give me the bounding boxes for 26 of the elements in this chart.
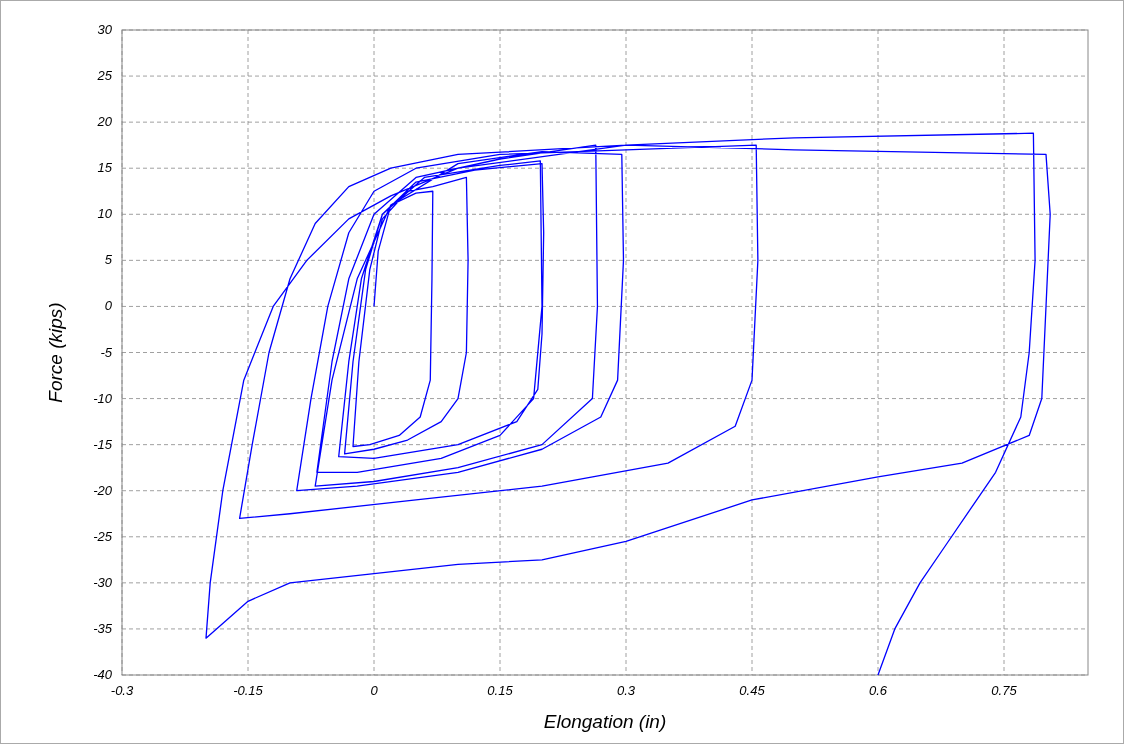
y-tick-label: 15 xyxy=(97,160,113,176)
y-axis-title: Force (kips) xyxy=(45,302,66,403)
x-tick-label: 0 xyxy=(370,683,379,698)
x-tick-label: 0.15 xyxy=(487,683,514,698)
y-tick-label: -20 xyxy=(93,482,113,498)
y-tick-label: -30 xyxy=(93,574,113,590)
x-axis-title: Elongation (in) xyxy=(543,711,667,732)
y-tick-label: 0 xyxy=(104,298,113,314)
y-tick-label: -25 xyxy=(93,528,113,544)
y-tick-label: -10 xyxy=(93,390,113,406)
x-tick-label: 0.45 xyxy=(739,683,766,698)
y-tick-label: 30 xyxy=(97,22,113,37)
x-tick-label: -0.3 xyxy=(110,683,134,698)
x-tick-label: 0.75 xyxy=(991,683,1018,698)
x-tick-label: -0.15 xyxy=(233,683,264,698)
y-tick-label: -5 xyxy=(100,344,113,360)
y-tick-label: -40 xyxy=(93,667,113,682)
y-tick-label: 5 xyxy=(104,252,113,268)
line-series xyxy=(205,132,1051,676)
x-tick-label: 0.3 xyxy=(616,683,636,698)
y-tick-label: -15 xyxy=(93,436,113,452)
y-tick-label: 20 xyxy=(96,114,113,130)
y-tick-label: 25 xyxy=(96,68,113,84)
x-tick-label: 0.6 xyxy=(868,683,888,698)
y-tick-label: 10 xyxy=(97,206,113,222)
y-tick-label: -35 xyxy=(93,620,113,636)
